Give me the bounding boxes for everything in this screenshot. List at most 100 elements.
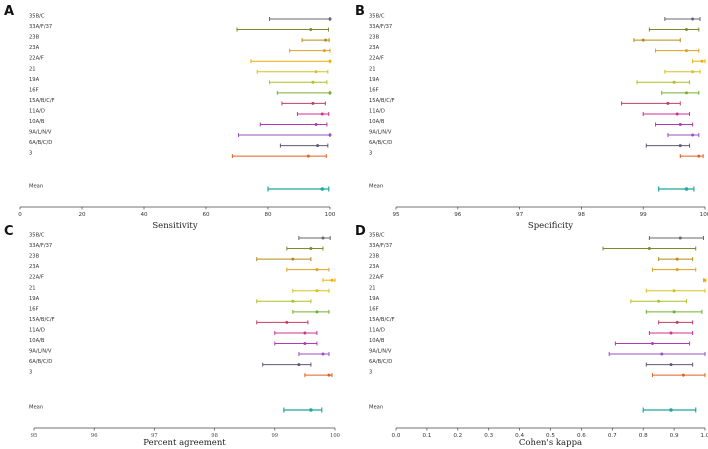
point-estimate	[675, 257, 679, 261]
x-tick-label: 97	[516, 212, 524, 218]
category-label: 15A/B/C/F	[369, 317, 395, 323]
point-estimate	[321, 352, 325, 356]
point-estimate	[303, 342, 307, 345]
x-axis-title: Cohen's kappa	[519, 438, 582, 448]
category-label: 21	[369, 66, 376, 72]
category-label: 23B	[29, 254, 40, 260]
point-estimate	[675, 268, 679, 272]
x-tick-label: 100	[700, 212, 708, 218]
mean-point-estimate	[320, 187, 325, 191]
category-label: 23B	[369, 35, 380, 41]
point-estimate	[291, 257, 295, 261]
point-estimate	[672, 80, 676, 84]
point-estimate	[703, 278, 707, 282]
point-estimate	[303, 331, 307, 335]
point-estimate	[311, 80, 315, 84]
panel-d: D 35B/C 33A/F/37 23B 23A 22A/F 21 19A 16F 15A/B/…	[355, 224, 708, 448]
x-axis-title: Percent agreement	[143, 438, 226, 448]
x-tick-label: 0.4	[515, 433, 524, 439]
x-tick-label: 100	[325, 212, 336, 218]
category-label: 22A/F	[29, 275, 44, 281]
category-label: 21	[369, 285, 376, 291]
point-estimate	[314, 70, 318, 74]
point-estimate	[678, 236, 682, 240]
x-tick-label: 99	[271, 433, 278, 439]
category-label: 15A/B/C/F	[29, 98, 55, 104]
mean-label: Mean	[369, 184, 383, 190]
category-label: 21	[29, 285, 36, 291]
x-tick-label: 0.7	[608, 433, 617, 439]
point-estimate	[660, 352, 664, 356]
mean-point-estimate	[309, 408, 313, 412]
panel-letter-b: B	[355, 4, 365, 19]
x-tick-label: 97	[151, 433, 158, 439]
mean-point-estimate	[684, 187, 689, 191]
x-tick-label: 20	[78, 212, 86, 218]
category-label: 22A/F	[369, 56, 384, 62]
x-tick-label: 0.6	[577, 433, 586, 439]
point-estimate	[328, 59, 332, 63]
x-tick-label: 0.1	[422, 433, 431, 439]
category-label: 10A/B	[29, 338, 45, 344]
point-estimate	[330, 278, 334, 282]
x-tick-label: 98	[211, 433, 218, 439]
x-axis-title: Specificity	[528, 221, 573, 231]
point-estimate	[684, 91, 688, 95]
point-estimate	[328, 133, 332, 137]
category-label: 23B	[369, 254, 380, 260]
point-estimate	[669, 363, 673, 367]
point-estimate	[311, 101, 315, 105]
point-estimate	[316, 144, 320, 148]
point-estimate	[309, 28, 313, 32]
category-label: 3	[29, 370, 32, 376]
point-estimate	[684, 28, 688, 32]
point-estimate	[675, 112, 679, 116]
point-estimate	[697, 154, 701, 158]
point-estimate	[314, 123, 318, 126]
category-label: 23A	[29, 264, 40, 270]
point-estimate	[657, 299, 661, 303]
panel-letter-a: A	[4, 4, 14, 19]
category-label: 35B/C	[29, 233, 45, 239]
category-label: 3	[369, 370, 372, 376]
category-label: 11A/D	[369, 327, 385, 333]
category-label: 23A	[29, 45, 40, 51]
point-estimate	[324, 38, 328, 42]
point-estimate	[320, 112, 324, 116]
category-label: 35B/C	[29, 14, 45, 20]
panel-b: B 35B/C 33A/F/37 23B 23A 22A/F 21 19A 16F 15A/B/…	[355, 4, 708, 231]
category-label: 3	[369, 151, 372, 157]
category-label: 16F	[29, 87, 39, 93]
category-label: 10A/B	[29, 119, 45, 125]
point-estimate	[327, 373, 331, 377]
category-label: 16F	[29, 306, 39, 312]
point-estimate	[691, 17, 695, 21]
point-estimate	[691, 70, 695, 74]
category-label: 16F	[369, 87, 379, 93]
category-label: 19A	[369, 296, 380, 302]
point-estimate	[666, 101, 670, 105]
x-tick-label: 0.9	[670, 433, 679, 439]
mean-label: Mean	[29, 184, 43, 190]
panel-c: C 35B/C 33A/F/37 23B 23A 22A/F 21 19A 16F 15A/B/…	[4, 224, 340, 448]
point-estimate	[328, 91, 332, 95]
category-label: 33A/F/37	[29, 243, 52, 249]
category-label: 6A/B/C/D	[369, 140, 392, 146]
category-label: 23B	[29, 35, 40, 41]
x-tick-label: 99	[640, 212, 648, 218]
category-label: 19A	[369, 77, 380, 83]
point-estimate	[684, 49, 688, 53]
category-label: 3	[29, 151, 32, 157]
point-estimate	[650, 342, 654, 345]
x-tick-label: 0.8	[639, 433, 648, 439]
category-label: 11A/D	[369, 108, 385, 114]
category-label: 35B/C	[369, 14, 385, 20]
panel-letter-c: C	[4, 224, 14, 239]
point-estimate	[291, 299, 295, 303]
point-estimate	[306, 154, 310, 158]
point-estimate	[700, 59, 704, 63]
x-tick-label: 96	[91, 433, 98, 439]
x-tick-label: 60	[202, 212, 210, 218]
category-label: 33A/F/37	[369, 243, 392, 249]
category-label: 6A/B/C/D	[369, 359, 392, 365]
